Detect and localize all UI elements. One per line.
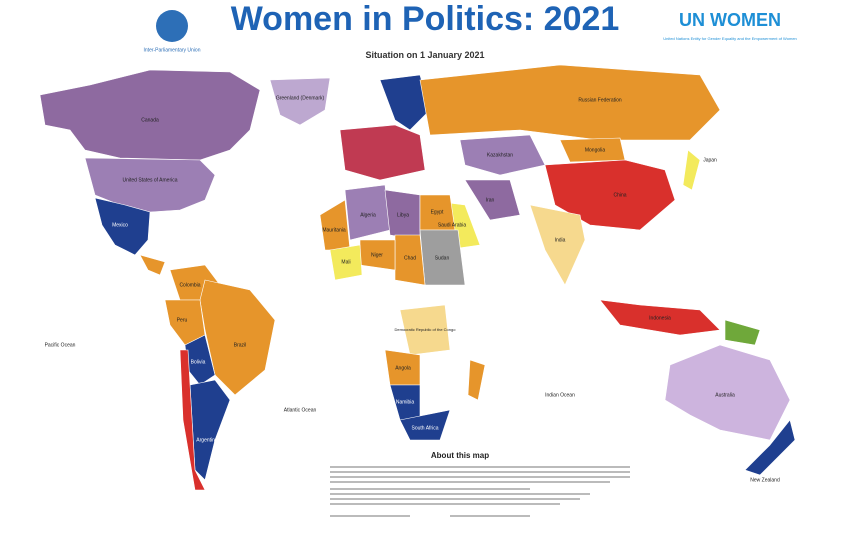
country-label: Angola (395, 365, 411, 371)
australia (664, 344, 791, 441)
subtitle: Situation on 1 January 2021 (365, 50, 484, 60)
country-label: Colombia (179, 282, 200, 288)
country-label: Saudi Arabia (438, 222, 467, 228)
japan (682, 149, 701, 191)
country-label: Peru (177, 317, 188, 323)
kazakhstan (459, 134, 546, 176)
iran (464, 179, 521, 221)
country-label: Canada (141, 117, 159, 123)
country-label: Mexico (112, 222, 128, 228)
country-label: Brazil (234, 342, 247, 348)
country-label: Sudan (435, 255, 450, 261)
country-label: China (613, 192, 626, 198)
india (529, 204, 586, 286)
country-label: Namibia (396, 399, 415, 405)
country-label: Iran (486, 197, 495, 203)
footer-title: About this map (431, 451, 489, 460)
central-america (139, 254, 166, 276)
ocean-label: Pacific Ocean (45, 342, 76, 348)
argentina (189, 379, 231, 481)
mali (329, 244, 363, 281)
canada (39, 69, 261, 161)
indonesia (599, 299, 721, 336)
mexico (94, 197, 151, 256)
papua-new-guinea (724, 319, 761, 346)
country-label: Bolivia (191, 359, 206, 365)
country-label: Greenland (Denmark) (276, 95, 325, 101)
country-label: Russian Federation (578, 97, 622, 103)
usa (84, 157, 216, 213)
ocean-label: Atlantic Ocean (284, 407, 317, 413)
country-label: Kazakhstan (487, 152, 513, 158)
country-label: Egypt (431, 209, 444, 215)
country-label: Democratic Republic of the Congo (395, 327, 457, 332)
south-africa (399, 409, 451, 441)
country-label: Australia (715, 392, 735, 398)
country-label: Mauritania (322, 227, 346, 233)
country-label: United States of America (122, 177, 177, 183)
chile (179, 349, 206, 491)
country-label: South Africa (412, 425, 439, 431)
scandinavia (379, 74, 431, 131)
country-label: India (555, 237, 566, 243)
new-zealand (744, 419, 796, 476)
china (544, 159, 676, 231)
russia (419, 64, 721, 141)
title: Women in Politics: 2021 (231, 0, 620, 38)
country-label: Mali (341, 259, 350, 265)
europe (339, 124, 426, 181)
country-label: Chad (404, 255, 416, 261)
country-label: Niger (371, 252, 383, 258)
country-label: Japan (703, 157, 717, 163)
country-label: Argentina (196, 437, 218, 443)
footer-text-block (330, 466, 630, 517)
ipu-logo-text: Inter-Parliamentary Union (144, 47, 201, 53)
madagascar (467, 359, 486, 401)
country-label: Libya (397, 212, 409, 218)
country-label: New Zealand (750, 477, 780, 483)
greenland (269, 77, 331, 126)
drc (399, 304, 451, 356)
un-women-logo: UN WOMEN (679, 10, 781, 30)
country-label: Mongolia (585, 147, 606, 153)
ocean-label: Indian Ocean (545, 392, 575, 398)
mauritania (319, 199, 351, 251)
un-women-caption: United Nations Entity for Gender Equalit… (663, 36, 797, 41)
country-label: Algeria (360, 212, 376, 218)
country-label: Indonesia (649, 315, 671, 321)
ipu-logo (156, 10, 188, 42)
